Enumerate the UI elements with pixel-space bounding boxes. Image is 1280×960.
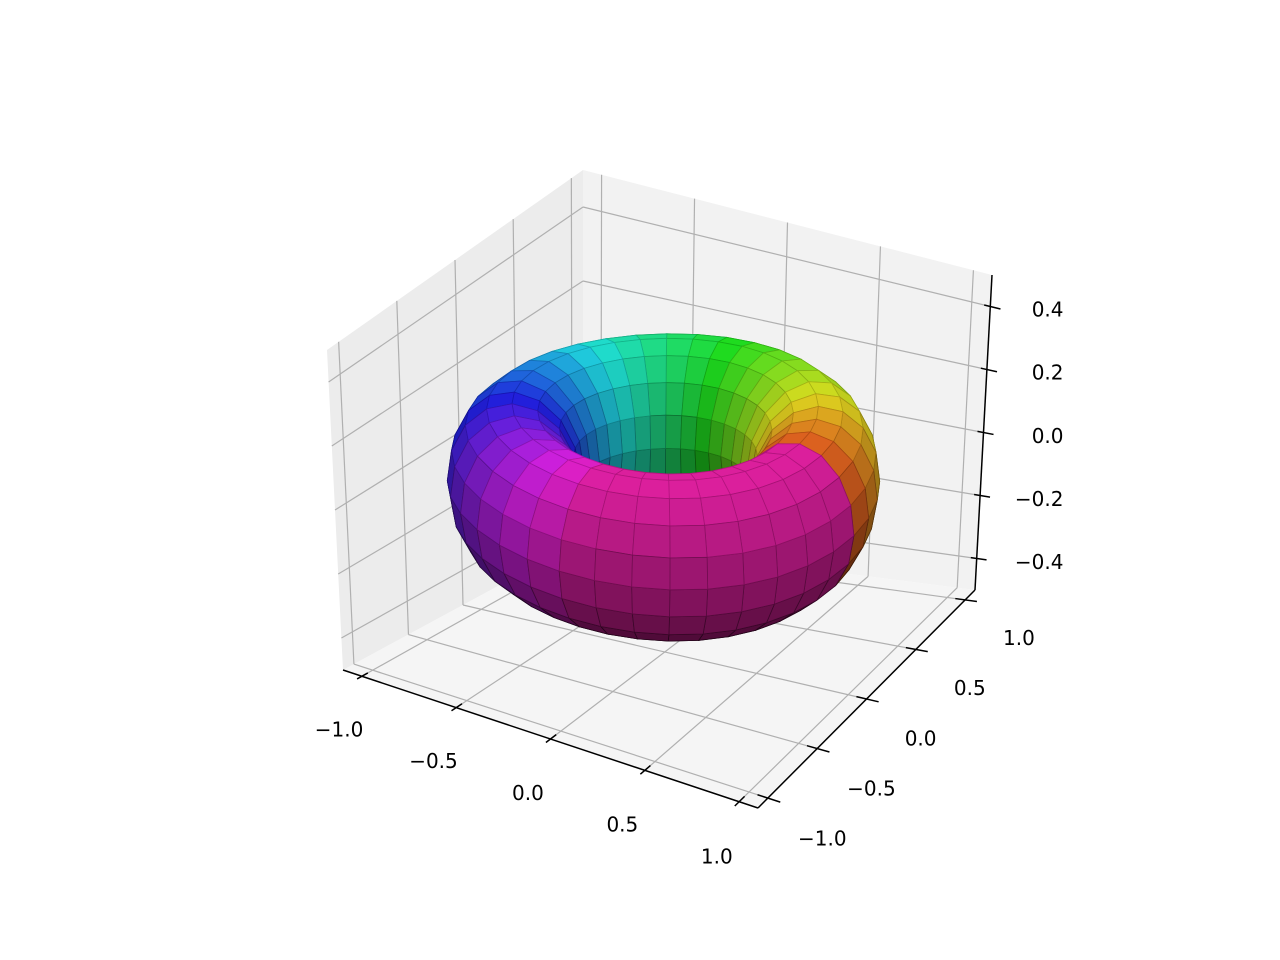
y-tick-label: −0.5 [847,776,896,800]
y-tick [955,597,978,603]
x-tick [451,703,463,712]
voxel-face [668,615,707,636]
y-tick [905,646,928,653]
z-tick [980,367,998,373]
y-tick-label: 0.0 [905,726,937,750]
voxel-face [647,382,667,417]
voxel-face [634,415,652,452]
z-tick [984,304,1001,310]
voxel-face [649,414,667,450]
voxel-face [668,497,706,527]
voxel-face [667,633,704,642]
voxel-face [669,588,709,618]
y-tick-label: −1.0 [798,827,847,851]
voxel-face [631,554,671,591]
pane-floor [343,540,975,808]
voxel-face [669,556,709,591]
grid-line [331,280,584,447]
y-tick [757,794,781,803]
grid-line [582,206,991,308]
voxel-face [637,478,670,500]
grid-line [328,206,584,383]
x-tick-label: 0.0 [512,781,544,805]
x-tick-label: −1.0 [315,717,364,741]
z-tick-label: −0.4 [1015,550,1064,574]
voxel-face [593,548,633,588]
x-tick-label: 0.5 [606,813,638,837]
grid-line [462,604,867,700]
z-tick [974,493,991,498]
voxel-face [619,417,637,455]
voxel-face [631,586,671,618]
voxel-face [631,613,670,636]
z-tick-label: 0.4 [1032,298,1064,322]
voxel-face [705,584,745,617]
z-tick-label: 0.2 [1032,361,1064,385]
x-tick-label: 1.0 [701,845,733,869]
voxel-face [665,414,683,450]
x-tick [734,795,746,807]
z-tick [970,556,987,561]
voxel-face [664,447,682,479]
voxel-face [665,382,685,417]
voxel-face [706,552,745,590]
grid-line [582,280,988,371]
voxel-face [669,524,708,559]
z-tick [977,430,994,436]
voxel-face [704,520,744,558]
voxel-face [667,473,697,481]
y-tick-label: 1.0 [1003,626,1035,650]
x-tick [639,764,651,775]
z-tick-label: 0.0 [1032,424,1064,448]
voxel-face [639,337,668,357]
x-tick [356,672,369,680]
y-tick-label: 0.5 [954,676,986,700]
z-tick-label: −0.2 [1015,487,1064,511]
voxel-face [680,415,698,451]
voxel-face [668,479,702,500]
grid-line [353,663,769,799]
x-tick [545,734,557,744]
voxel-face [634,496,671,527]
grid-line [408,633,818,750]
x-tick-label: −0.5 [409,749,458,773]
y-tick [806,744,830,753]
y-tick [856,695,879,703]
voxel-face [632,522,671,559]
